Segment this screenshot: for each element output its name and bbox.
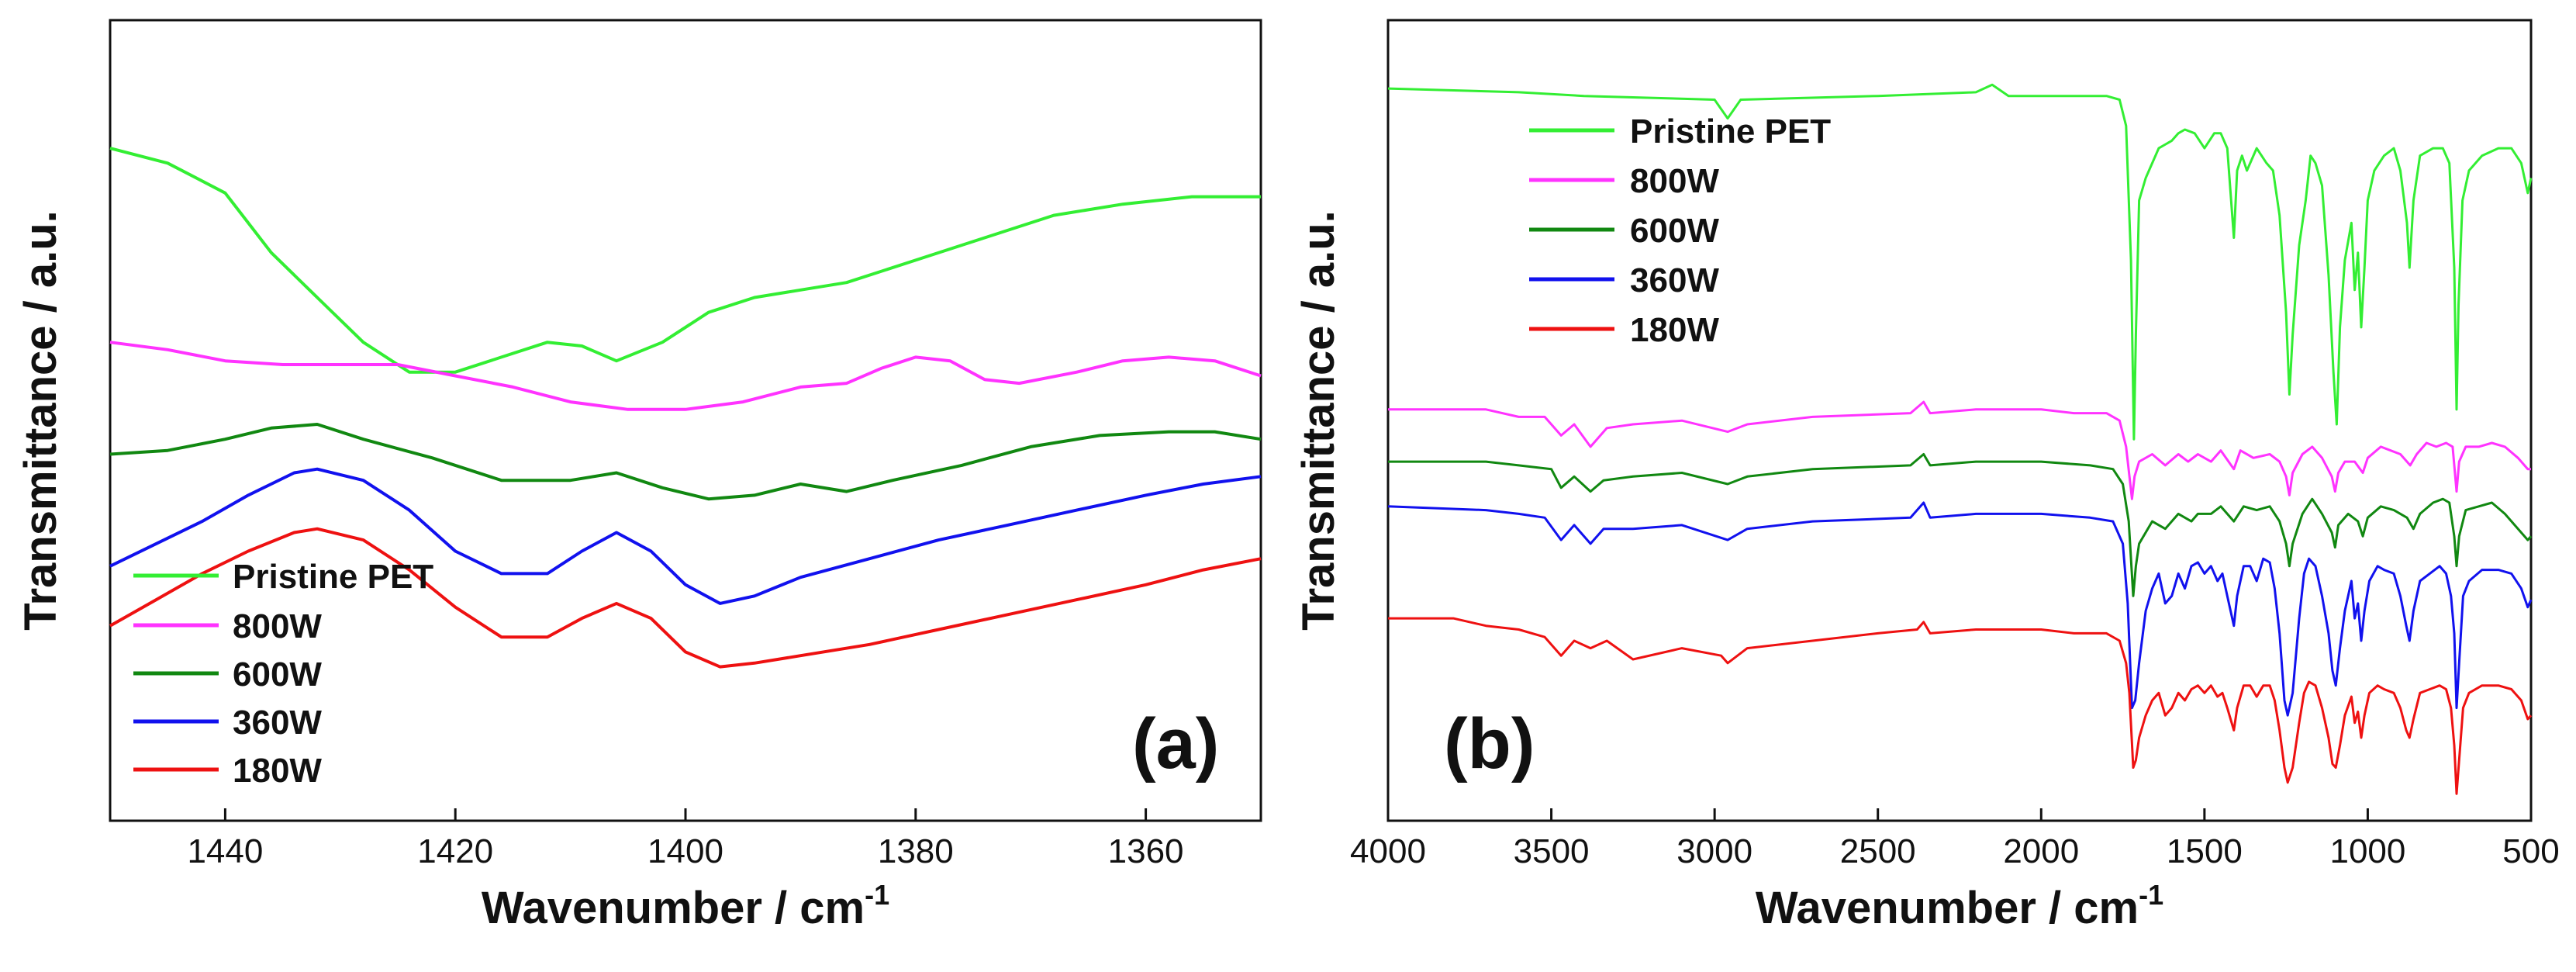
- series-line-b-600w: [1388, 453, 2533, 597]
- y-axis-title-b: Transmittance / a.u.: [1293, 210, 1344, 631]
- legend-a: Pristine PET 800W 600W 360W 180W: [133, 558, 433, 790]
- series-line-a-600w: [109, 423, 1262, 501]
- legend-b-label-180w: 180W: [1630, 311, 1719, 349]
- legend-a-label-pristine: Pristine PET: [233, 558, 433, 596]
- x-ticks-a: 1440 1420 1400 1380 1360: [187, 808, 1184, 870]
- x-axis-title-b-sup: -1: [2139, 879, 2163, 911]
- x-tick-label-b-1500: 1500: [2167, 832, 2243, 870]
- panel-b: 4000 3500 3000 2500 2000 1500 1000 500 Transmit…: [1293, 19, 2560, 933]
- legend-a-label-600w: 600W: [233, 655, 322, 694]
- x-axis-title-b: Wavenumber / cm-1: [1756, 879, 2163, 933]
- x-tick-label-b-2000: 2000: [2003, 832, 2079, 870]
- x-tick-label-b-3500: 3500: [1514, 832, 1590, 870]
- legend-b-label-360w: 360W: [1630, 261, 1719, 299]
- x-tick-label-a-1400: 1400: [647, 832, 723, 870]
- legend-a-label-800w: 800W: [233, 607, 322, 645]
- y-axis-title-a: Transmittance / a.u.: [16, 210, 66, 631]
- panel-label-a: (a): [1132, 704, 1219, 783]
- x-tick-label-a-1420: 1420: [417, 832, 493, 870]
- series-line-b-360w: [1387, 501, 2533, 717]
- x-axis-title-a-main: Wavenumber / cm: [482, 883, 865, 933]
- legend-b-label-800w: 800W: [1630, 162, 1719, 200]
- x-tick-label-a-1360: 1360: [1108, 832, 1184, 870]
- x-tick-label-a-1380: 1380: [878, 832, 954, 870]
- plot-frame-a: [109, 19, 1262, 822]
- legend-b: Pristine PET 800W 600W 360W 180W: [1529, 112, 1831, 349]
- x-tick-label-b-3000: 3000: [1676, 832, 1752, 870]
- x-axis-title-b-main: Wavenumber / cm: [1756, 883, 2139, 933]
- x-axis-title-a: Wavenumber / cm-1: [482, 879, 889, 933]
- legend-a-label-180w: 180W: [233, 752, 322, 790]
- series-line-a-360w: [109, 467, 1262, 605]
- series-line-a-800w: [109, 341, 1262, 411]
- series-line-b-800w: [1388, 400, 2531, 500]
- legend-b-label-pristine: Pristine PET: [1630, 112, 1831, 150]
- legend-b-label-600w: 600W: [1630, 212, 1719, 250]
- series-line-b-180w: [1388, 617, 2533, 795]
- series-line-a-pristine-pet: [109, 147, 1261, 374]
- x-tick-label-b-1000: 1000: [2329, 832, 2405, 870]
- legend-a-label-360w: 360W: [233, 704, 322, 742]
- series-line-b-pristine-pet: [1387, 83, 2533, 441]
- x-tick-label-b-500: 500: [2502, 832, 2559, 870]
- series-group-b: [1387, 83, 2533, 795]
- x-tick-label-a-1440: 1440: [187, 832, 263, 870]
- panel-label-b: (b): [1444, 704, 1535, 783]
- plot-frame-b: [1386, 19, 2533, 822]
- panel-a: 1440 1420 1400 1380 1360 Transmittance / a.u…: [16, 19, 1262, 933]
- x-tick-label-b-2500: 2500: [1840, 832, 1916, 870]
- series-group-a: [109, 147, 1262, 669]
- series-line-a-180w: [109, 527, 1262, 669]
- x-tick-label-b-4000: 4000: [1350, 832, 1426, 870]
- x-axis-title-a-sup: -1: [865, 879, 889, 911]
- x-ticks-b: 4000 3500 3000 2500 2000 1500 1000 500: [1350, 808, 2560, 870]
